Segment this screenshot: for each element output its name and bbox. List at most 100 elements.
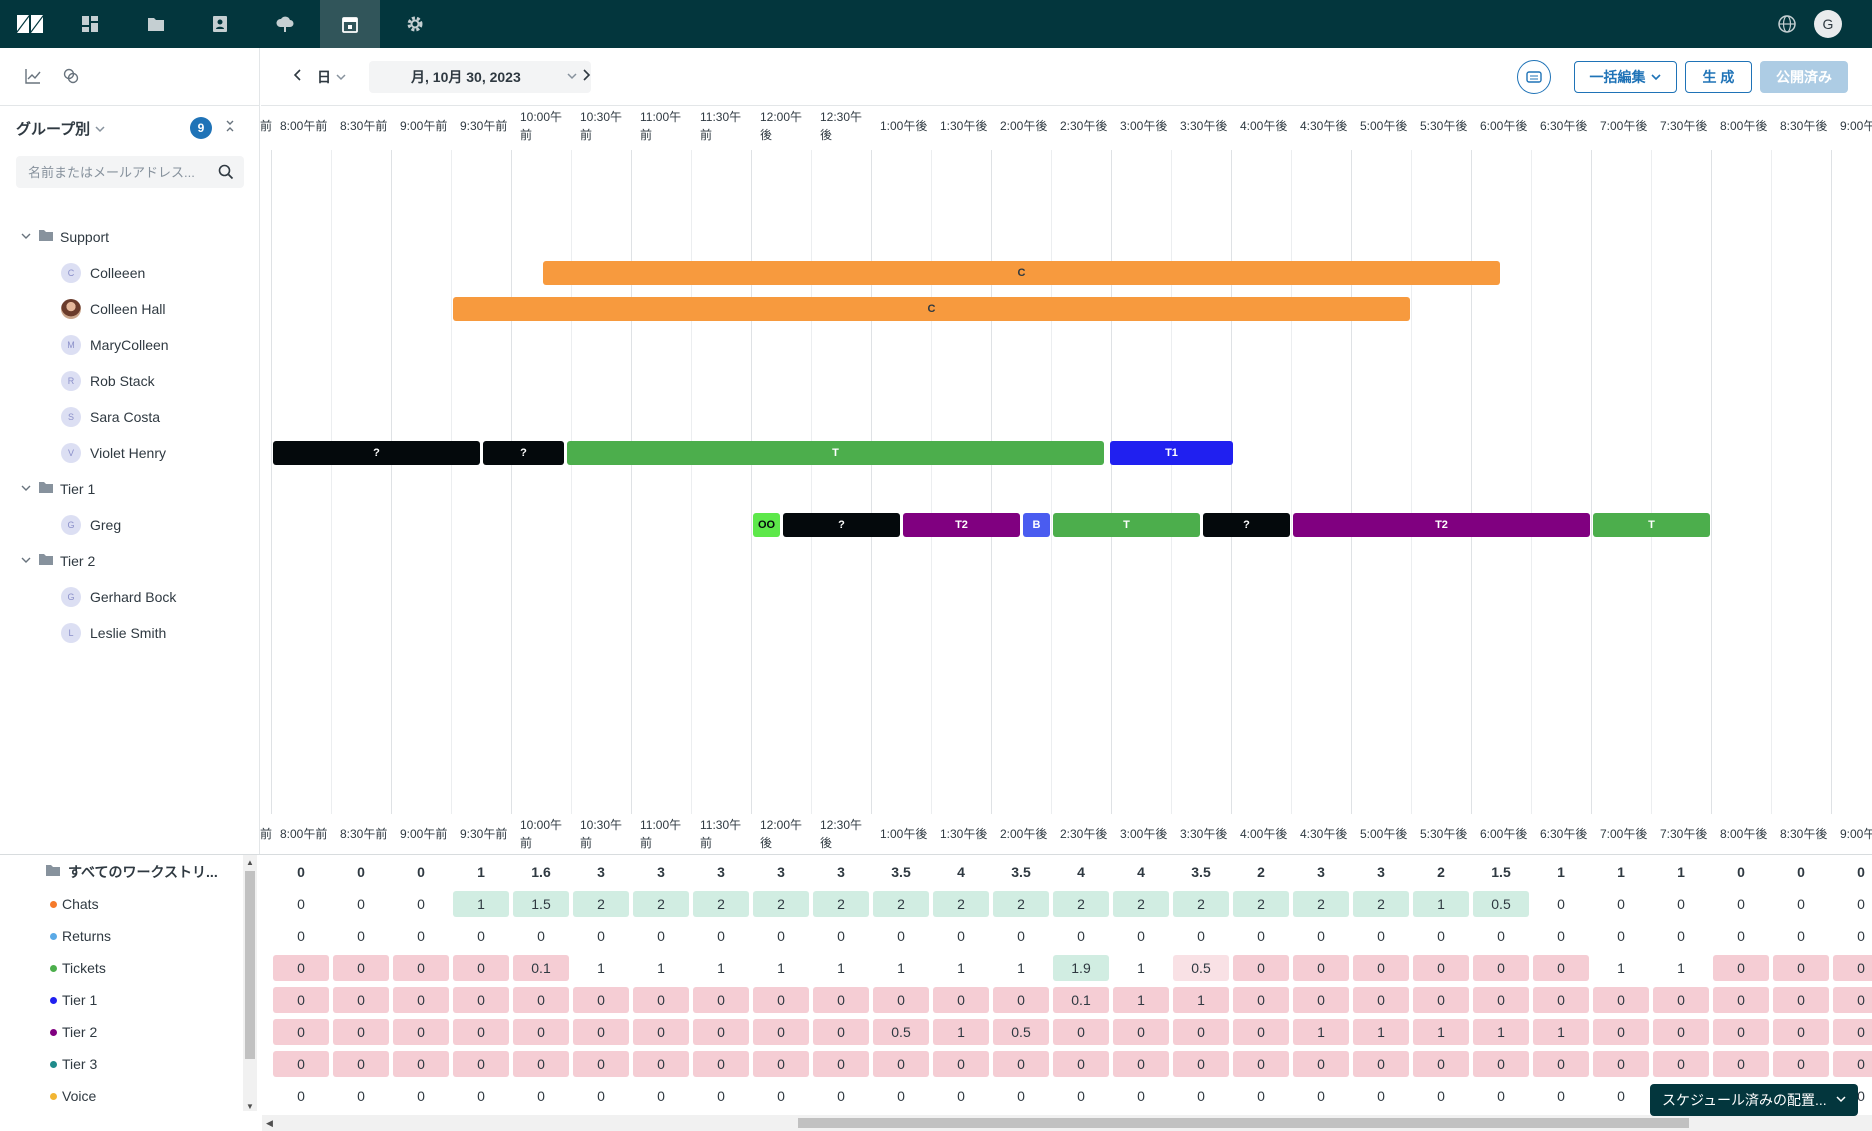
chevron-down-icon[interactable] xyxy=(20,553,32,569)
shift-block[interactable]: T xyxy=(1593,513,1710,537)
workstream-vertical-scrollbar[interactable]: ▲ ▼ xyxy=(243,855,257,1111)
date-picker[interactable]: 月, 10月 30, 2023 xyxy=(369,61,591,93)
prev-day-button[interactable] xyxy=(291,67,305,88)
workstream-all-row[interactable]: すべてのワークストリ... xyxy=(0,856,250,888)
shift-block[interactable]: OO xyxy=(753,513,780,537)
workstream-total-cell: 3 xyxy=(657,864,665,880)
tree-agent[interactable]: C Colleeen xyxy=(0,258,260,288)
workstream-value-cell: 0 xyxy=(1137,928,1145,944)
shift-block[interactable]: T xyxy=(567,441,1104,465)
view-mode-label: 日 xyxy=(317,69,331,85)
shift-block[interactable]: C xyxy=(453,297,1410,321)
export-button[interactable] xyxy=(1517,60,1551,94)
time-label: 6:30午後 xyxy=(1540,827,1588,841)
scroll-up-icon[interactable]: ▲ xyxy=(246,858,254,867)
workstream-all-label: すべてのワークストリ... xyxy=(68,864,218,880)
tree-agent[interactable]: S Sara Costa xyxy=(0,402,260,432)
workstream-value-cell: 0 xyxy=(1677,896,1685,912)
chevron-down-icon[interactable] xyxy=(20,229,32,245)
tree-group[interactable]: Tier 2 xyxy=(0,546,260,576)
workstream-value-cell: 0 xyxy=(1197,1088,1205,1104)
workstream-value-cell: 0 xyxy=(333,1019,389,1045)
workstream-label: Tier 1 xyxy=(62,992,98,1008)
published-button[interactable]: 公開済み xyxy=(1760,61,1848,93)
workstream-row[interactable]: Returns xyxy=(0,920,250,952)
schedule-icon[interactable] xyxy=(320,0,380,48)
workstream-value-cell: 0 xyxy=(453,1019,509,1045)
workstream-value-cell: 0 xyxy=(1233,1051,1289,1077)
workstream-value-cell: 0 xyxy=(1017,1088,1025,1104)
shift-block[interactable]: ? xyxy=(273,441,480,465)
chart-icon[interactable] xyxy=(24,67,42,90)
grid-line xyxy=(1531,150,1532,814)
collapse-all-icon[interactable] xyxy=(224,118,236,139)
user-avatar[interactable]: G xyxy=(1813,0,1843,48)
workstream-row[interactable]: Voice xyxy=(0,1080,250,1112)
shift-block[interactable]: ? xyxy=(783,513,900,537)
workstream-value-cell: 0 xyxy=(1773,1051,1829,1077)
generate-button[interactable]: 生 成 xyxy=(1685,61,1752,93)
scroll-thumb[interactable] xyxy=(798,1118,1689,1128)
tree-agent[interactable]: G Greg xyxy=(0,510,260,540)
workstream-total-cell: 1.5 xyxy=(1491,864,1511,880)
horizontal-scrollbar[interactable]: ◀ xyxy=(262,1115,1872,1131)
workstream-row[interactable]: Chats xyxy=(0,888,250,920)
workstream-value-cell: 0 xyxy=(417,1088,425,1104)
workstream-value-cell: 0 xyxy=(1053,1019,1109,1045)
tree-agent[interactable]: Colleen Hall xyxy=(0,294,260,324)
workstream-row[interactable]: Tier 1 xyxy=(0,984,250,1016)
folder-icon[interactable] xyxy=(126,0,186,48)
workstream-value-cell: 0 xyxy=(1077,1088,1085,1104)
agent-search-input[interactable] xyxy=(28,156,218,188)
bulk-edit-button[interactable]: 一括編集 xyxy=(1574,61,1677,93)
workstream-total-cell: 2 xyxy=(1437,864,1445,880)
tree-group[interactable]: Tier 1 xyxy=(0,474,260,504)
tree-agent[interactable]: M MaryColleen xyxy=(0,330,260,360)
view-mode-dropdown[interactable]: 日 xyxy=(317,61,347,93)
scroll-thumb[interactable] xyxy=(245,871,255,1059)
shift-block[interactable]: T2 xyxy=(903,513,1020,537)
time-label: 11:30午前 xyxy=(700,818,742,850)
tree-agent[interactable]: R Rob Stack xyxy=(0,366,260,396)
shift-block[interactable]: ? xyxy=(483,441,564,465)
contacts-icon[interactable] xyxy=(190,0,250,48)
coverage-icon[interactable] xyxy=(62,67,80,90)
tree-agent[interactable]: V Violet Henry xyxy=(0,438,260,468)
shift-block[interactable]: C xyxy=(543,261,1500,285)
chevron-down-icon xyxy=(565,69,579,86)
scroll-down-icon[interactable]: ▼ xyxy=(246,1102,254,1111)
tree-group[interactable]: Support xyxy=(0,222,260,252)
workstream-row[interactable]: Tickets xyxy=(0,952,250,984)
scroll-left-icon[interactable]: ◀ xyxy=(266,1118,273,1128)
chevron-down-icon xyxy=(1650,74,1661,81)
group-by-label: グループ別 xyxy=(16,121,91,138)
globe-icon[interactable] xyxy=(1772,0,1802,48)
shift-block[interactable]: ? xyxy=(1203,513,1290,537)
zendesk-logo-icon[interactable] xyxy=(0,0,60,48)
group-by-dropdown[interactable]: グループ別 xyxy=(16,118,106,139)
grid-line xyxy=(271,150,272,814)
grid-line xyxy=(331,150,332,814)
shift-block[interactable]: B xyxy=(1023,513,1050,537)
chevron-down-icon[interactable] xyxy=(20,481,32,497)
scheduled-placement-toast[interactable]: スケジュール済みの配置... xyxy=(1650,1084,1858,1116)
avatar: V xyxy=(61,443,81,463)
time-label: 5:30午後 xyxy=(1420,119,1468,133)
grid-line xyxy=(1831,150,1832,814)
cloud-icon[interactable] xyxy=(255,0,315,48)
workstream-row[interactable]: Tier 2 xyxy=(0,1016,250,1048)
tree-agent[interactable]: L Leslie Smith xyxy=(0,618,260,648)
workstream-value-cell: 2 xyxy=(993,891,1049,917)
shift-block[interactable]: T xyxy=(1053,513,1200,537)
shift-block[interactable]: T1 xyxy=(1110,441,1233,465)
next-day-button[interactable] xyxy=(579,67,593,88)
settings-icon[interactable] xyxy=(385,0,445,48)
tree-agent[interactable]: G Gerhard Bock xyxy=(0,582,260,612)
workstream-value-cell: 2 xyxy=(693,891,749,917)
dashboard-icon[interactable] xyxy=(60,0,120,48)
shift-block[interactable]: T2 xyxy=(1293,513,1590,537)
search-icon[interactable] xyxy=(218,164,234,185)
workstream-value-cell: 0 xyxy=(1257,928,1265,944)
group-label: Tier 1 xyxy=(60,481,96,497)
workstream-row[interactable]: Tier 3 xyxy=(0,1048,250,1080)
